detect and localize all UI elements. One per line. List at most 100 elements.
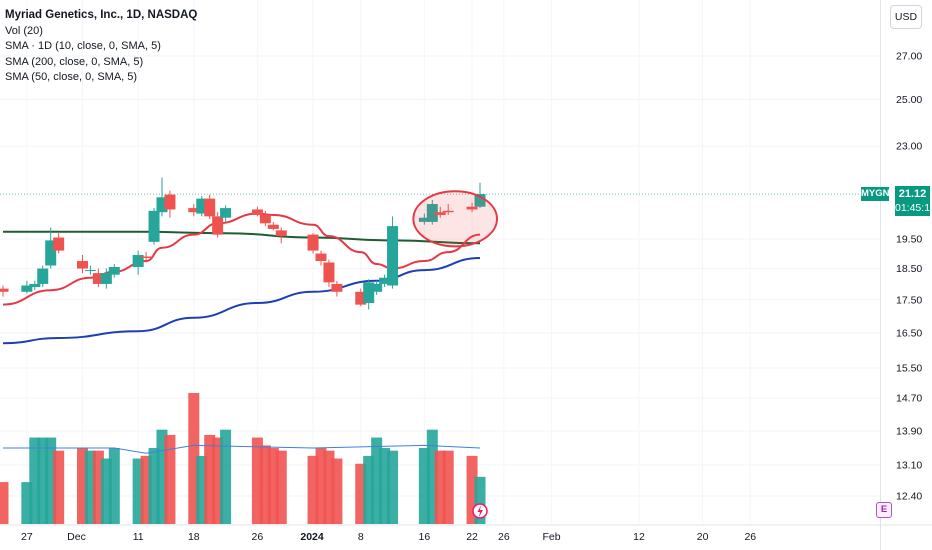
candle-body (108, 267, 120, 275)
candle-body (466, 206, 478, 210)
candle-body (379, 277, 391, 284)
volume-bar (21, 482, 33, 524)
time-axis[interactable]: 27 Dec 11 18 26 2024 8 16 22 26 Feb 12 20 26 (21, 531, 756, 543)
candle (204, 194, 216, 220)
candle-body (434, 212, 446, 215)
volume-bar (204, 434, 216, 524)
candle (323, 259, 335, 288)
candle-body (53, 237, 65, 251)
candle (331, 280, 343, 297)
candle-body (21, 285, 33, 292)
volume-bar (259, 445, 271, 524)
time-tick-label: 8 (358, 531, 364, 543)
volume-bar (212, 437, 224, 524)
candle (371, 280, 383, 295)
sma10-line (2, 212, 481, 306)
candle-body (387, 226, 399, 286)
volume-bar (84, 450, 96, 524)
volume-bar (379, 448, 391, 524)
currency-button[interactable]: USD (890, 5, 922, 29)
volume-bar (53, 450, 65, 524)
candle-body (37, 268, 49, 284)
candle-body (204, 198, 216, 217)
time-tick-label: 16 (419, 531, 431, 543)
indicator-volume[interactable]: Vol (20) (5, 24, 43, 37)
time-tick-label: 18 (188, 531, 200, 543)
last-price-tag: 21.12 01:45:19 (895, 186, 932, 216)
candle-body (132, 255, 144, 268)
volume-bar (45, 437, 57, 524)
candle-body (212, 216, 224, 235)
volume-bar (363, 455, 375, 524)
volume-bar (434, 450, 446, 524)
price-tick-label: 13.10 (896, 460, 922, 472)
candle (387, 216, 399, 289)
candle-body (220, 208, 232, 218)
candle (156, 177, 168, 217)
candle (275, 227, 287, 244)
volume-bar (132, 458, 144, 524)
volume-bar (355, 463, 367, 524)
time-tick-label: Feb (543, 531, 561, 543)
volume-bar (37, 437, 49, 524)
volume-bar (426, 429, 438, 524)
lightning-glyph (477, 505, 483, 517)
candle-body (92, 273, 104, 284)
candle (29, 280, 41, 291)
volume-bar (442, 450, 454, 524)
candle (100, 268, 112, 289)
candle (37, 265, 49, 288)
price-tick-label: 13.90 (896, 426, 922, 438)
volume-bar (323, 450, 335, 524)
volume-bar (220, 429, 232, 524)
volume-bar (29, 437, 41, 524)
candle-body (156, 197, 168, 213)
indicator-sma200[interactable]: SMA (200, close, 0, SMA, 5) (5, 55, 144, 68)
time-tick-label: 27 (21, 531, 33, 543)
symbol-tag: MYGN (861, 187, 890, 201)
candle (77, 255, 88, 274)
candle (379, 274, 391, 288)
volume-bar (387, 450, 399, 524)
volume-bar (275, 450, 287, 524)
candle (418, 213, 430, 225)
earnings-icon[interactable]: E (876, 502, 892, 518)
volume-bar (108, 448, 120, 524)
candle (92, 268, 104, 288)
volume-bar (307, 455, 319, 524)
candle-body (474, 194, 486, 207)
candle-body (164, 194, 176, 210)
volume-bar (196, 455, 208, 524)
candle (442, 204, 454, 215)
volume-bar (466, 455, 478, 524)
volume-bar (156, 429, 168, 524)
candle-body (45, 240, 57, 266)
price-axis[interactable]: 27.00 25.00 23.00 19.50 18.50 17.50 16.50 15.50… (896, 51, 922, 503)
indicator-sma50[interactable]: SMA (50, close, 0, SMA, 5) (5, 71, 138, 83)
indicator-sma10[interactable]: SMA · 1D (10, close, 0, SMA, 5) (5, 40, 161, 52)
candle (45, 227, 57, 269)
candle (53, 231, 65, 254)
candle-body (77, 260, 88, 269)
candle-body (84, 270, 96, 272)
candle-body (418, 217, 430, 222)
candle (140, 252, 152, 263)
candle-body (100, 273, 112, 284)
bar-countdown: 01:45:19 (895, 202, 932, 214)
candle-body (355, 291, 367, 305)
candle (434, 206, 446, 218)
volume-bar (371, 437, 383, 524)
sma50-line (2, 257, 481, 345)
moving-averages (2, 212, 481, 345)
chart-title[interactable]: Myriad Genetics, Inc., 1D, NASDAQ (5, 9, 198, 21)
candle-body (259, 214, 271, 224)
volume-pane (0, 393, 486, 524)
volume-bar (267, 448, 279, 524)
candle-body (307, 234, 319, 251)
candle (466, 202, 478, 213)
price-tick-label: 27.00 (896, 51, 922, 63)
candle-body (267, 224, 279, 229)
sma200-line (2, 230, 481, 245)
